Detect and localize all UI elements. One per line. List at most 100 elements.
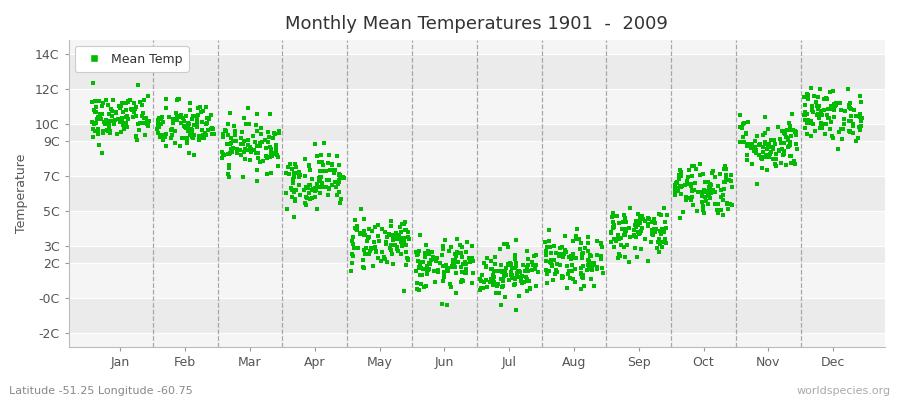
Point [604,229,618,236]
Point [190,112,204,119]
Point [337,175,351,181]
Point [629,234,643,240]
Point [94,111,109,117]
Point [438,262,453,268]
Point [257,136,272,143]
Point [216,134,230,140]
Point [446,262,460,269]
Point [360,237,374,244]
Point [399,242,413,248]
Point [578,244,592,251]
Point [261,139,275,145]
Point [696,207,710,214]
Point [191,105,205,111]
Point [646,227,661,233]
Point [250,177,265,184]
Point [421,266,436,273]
Point [302,182,316,188]
Point [131,127,146,133]
Point [328,179,342,185]
Point [261,129,275,135]
Point [107,120,122,127]
Point [421,248,436,254]
Point [356,256,371,263]
Point [195,127,210,133]
Point [479,277,493,284]
Point [644,227,659,233]
Point [240,147,255,154]
Point [702,187,716,193]
Point [487,268,501,274]
Point [824,132,839,139]
Point [500,243,515,250]
Point [790,146,805,152]
Point [300,195,314,202]
Point [441,268,455,274]
Point [679,193,693,200]
Point [315,159,329,166]
Point [322,186,337,193]
Point [509,274,524,280]
Point [253,143,267,150]
Point [573,271,588,278]
Point [523,286,537,292]
Y-axis label: Temperature: Temperature [15,154,28,233]
Point [797,108,812,115]
Point [734,125,749,131]
Point [114,128,129,135]
Point [777,140,791,146]
Point [833,100,848,107]
Point [166,120,180,126]
Point [287,170,302,176]
Point [320,192,335,198]
Point [122,116,136,122]
Point [264,148,278,154]
Point [634,213,649,220]
Point [748,144,762,151]
Point [612,235,626,242]
Point [163,135,177,141]
Point [704,190,718,196]
Point [725,184,740,190]
Point [329,153,344,159]
Point [190,120,204,126]
Point [724,172,738,178]
Point [495,268,509,275]
Point [154,116,168,122]
Point [371,233,385,239]
Point [736,139,751,145]
Point [93,98,107,104]
Point [590,266,604,272]
Point [132,120,147,126]
Point [397,288,411,294]
Point [702,194,716,201]
Point [483,266,498,272]
Point [170,97,184,103]
Point [764,144,778,150]
Point [641,222,655,229]
Point [435,252,449,258]
Point [180,123,194,130]
Point [756,148,770,155]
Point [184,134,199,140]
Point [561,271,575,278]
Point [312,168,327,174]
Point [399,227,413,233]
Point [409,268,423,274]
Point [628,245,643,251]
Point [263,153,277,160]
Point [299,194,313,200]
Point [331,177,346,183]
Point [401,256,416,263]
Point [323,166,338,173]
Point [570,226,584,232]
Point [489,282,503,288]
Point [583,252,598,259]
Point [382,245,397,251]
Point [564,253,579,259]
Point [332,172,347,178]
Point [673,215,688,222]
Point [655,238,670,245]
Point [348,224,363,231]
Point [627,222,642,228]
